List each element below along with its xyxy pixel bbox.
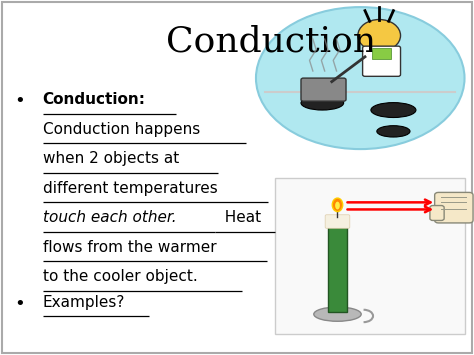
Ellipse shape — [335, 202, 340, 209]
FancyBboxPatch shape — [435, 192, 473, 223]
FancyBboxPatch shape — [275, 178, 465, 334]
Ellipse shape — [301, 96, 344, 110]
Text: touch each other.: touch each other. — [43, 210, 176, 225]
Text: when 2 objects at: when 2 objects at — [43, 151, 179, 166]
Text: •: • — [14, 92, 25, 110]
Text: different temperatures: different temperatures — [43, 181, 218, 196]
Text: •: • — [14, 295, 25, 313]
Ellipse shape — [371, 103, 416, 118]
Text: to the cooler object.: to the cooler object. — [43, 269, 197, 284]
Ellipse shape — [332, 198, 343, 212]
Text: Conduction happens: Conduction happens — [43, 122, 200, 137]
Circle shape — [358, 20, 401, 51]
Ellipse shape — [314, 307, 361, 321]
FancyBboxPatch shape — [325, 215, 350, 228]
Text: Conduction: Conduction — [166, 25, 376, 59]
FancyBboxPatch shape — [363, 46, 401, 76]
FancyBboxPatch shape — [430, 206, 444, 220]
FancyBboxPatch shape — [301, 78, 346, 101]
Text: Examples?: Examples? — [43, 295, 125, 310]
Ellipse shape — [256, 7, 465, 149]
Text: Conduction:: Conduction: — [43, 92, 146, 107]
FancyBboxPatch shape — [328, 217, 347, 312]
Ellipse shape — [377, 126, 410, 137]
Text: Heat: Heat — [215, 210, 261, 225]
FancyBboxPatch shape — [372, 48, 391, 59]
Text: flows from the warmer: flows from the warmer — [43, 240, 216, 255]
